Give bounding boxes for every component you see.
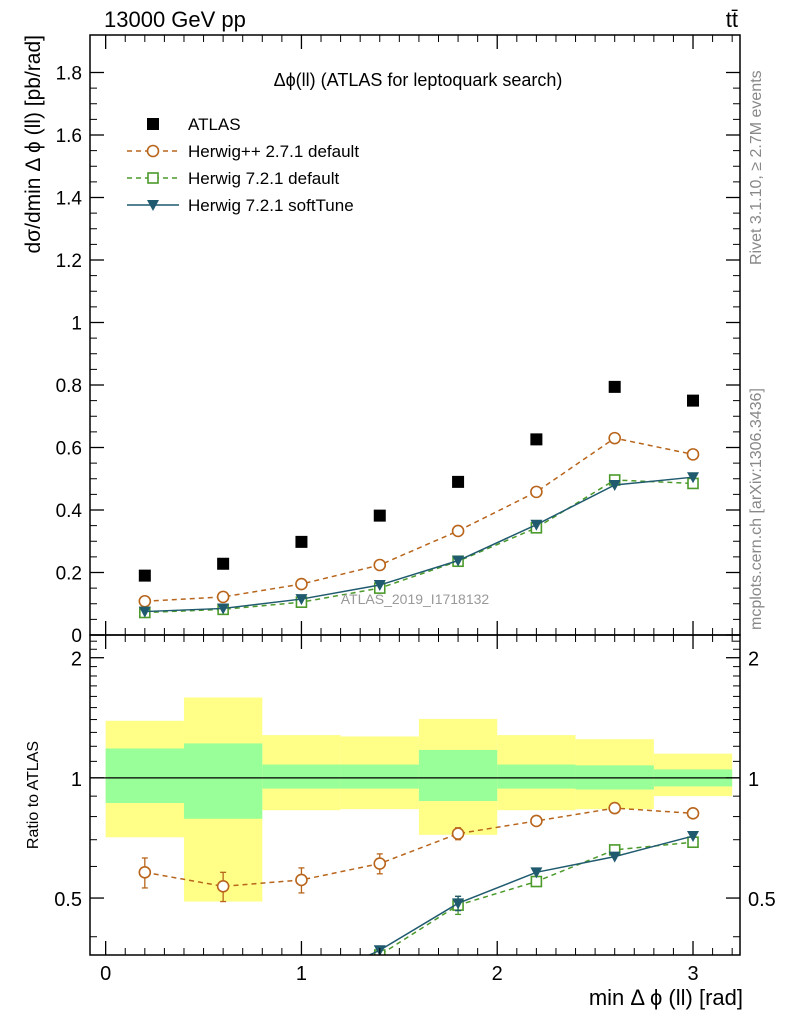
legend-marker [147,172,159,184]
mcplots-side-label: mcplots.cern.ch [arXiv:1306.3436] [748,388,765,630]
point-atlas [373,509,386,522]
ratio-y-axis-label: Ratio to ATLAS [25,741,42,849]
y-tick-label: 1.2 [56,251,82,272]
point-herwig-2-7-1-default [138,594,152,608]
y-tick-label: 1 [71,314,82,335]
header-left-label: 13000 GeV pp [104,7,246,32]
legend-entry-herwig-7-2-1-softtune: Herwig 7.2.1 softTune [127,196,354,215]
series-line-herwig-7-2-1-default [144,479,694,614]
y-tick-label: 0.8 [56,376,82,397]
ratio-y-tick-label-right: 0.5 [748,889,776,911]
x-tick-label: 2 [492,963,503,985]
ratio-point-herwig-7-2-1-softtune [452,898,465,910]
point-herwig-2-7-1-default [216,590,230,604]
legend-label: Herwig 7.2.1 default [188,169,339,188]
legend-entry-herwig-7-2-1-default: Herwig 7.2.1 default [127,169,339,188]
x-tick-label: 1 [296,963,307,985]
y-tick-label: 0 [71,626,82,647]
stat-uncertainty-band [262,764,341,789]
point-herwig-2-7-1-default [451,524,465,538]
header-right-label: tt̄ [726,7,738,32]
stat-uncertainty-band [183,743,263,819]
point-atlas [138,569,151,582]
ratio-y-tick-label: 1 [71,769,82,791]
ratio-line-herwig-7-2-1-softtune [367,835,694,955]
ratio-y-tick-label-right: 2 [748,649,759,671]
y-tick-label: 0.4 [56,501,83,522]
stat-uncertainty-band [105,748,184,804]
point-atlas [530,433,543,446]
ratio-point-herwig-2-7-1-default [686,807,700,820]
ratio-point-herwig-7-2-1-default [218,982,228,992]
y-tick-label: 1.8 [56,64,82,85]
stat-uncertainty-band [497,764,576,789]
legend-entry-atlas: ATLAS [147,115,241,134]
point-atlas [452,475,465,488]
series-line-herwig-2-7-1-default [144,437,694,602]
ratio-point-herwig-7-2-1-softtune [687,831,700,843]
y-tick-label: 0.6 [56,439,82,460]
ratio-y-tick-label: 0.5 [54,889,82,911]
ratio-point-herwig-7-2-1-softtune [217,982,229,993]
rivet-side-label: Rivet 3.1.10, ≥ 2.7M events [748,70,765,265]
point-atlas [687,394,700,407]
point-herwig-2-7-1-default [373,558,387,572]
ratio-point-herwig-7-2-1-softtune [608,851,621,863]
point-herwig-2-7-1-default [686,448,700,461]
x-tick-label: 0 [100,963,111,985]
legend-label: Herwig++ 2.7.1 default [188,142,359,161]
point-atlas [217,557,230,570]
legend-marker [147,118,159,130]
ratio-point-herwig-7-2-1-softtune [139,982,151,993]
point-atlas [608,380,621,393]
watermark-label: ATLAS_2019_I1718132 [341,591,490,607]
legend-entry-herwig-2-7-1-default: Herwig++ 2.7.1 default [127,142,359,161]
point-herwig-7-2-1-softtune [608,480,621,491]
y-tick-label: 1.6 [56,126,82,147]
x-tick-label: 3 [687,963,698,985]
y-tick-label: 0.2 [56,564,82,585]
ratio-point-herwig-2-7-1-default [451,827,465,840]
point-herwig-2-7-1-default [608,431,621,445]
ratio-point-herwig-2-7-1-default [530,814,543,828]
main-panel: 0 0.2 0.4 0.6 0.8 1 1.2 1.4 1.6 1.8 Δϕ(ll) (ATLAS… [22,34,741,647]
point-herwig-7-2-1-softtune [217,603,230,615]
point-herwig-7-2-1-softtune [295,594,308,606]
point-herwig-7-2-1-softtune [138,606,151,618]
point-herwig-2-7-1-default [295,577,308,591]
ratio-y-tick-label-right: 1 [748,769,759,791]
ratio-frame [89,634,741,956]
ratio-y-tick-label: 2 [71,649,82,671]
ratio-point-herwig-2-7-1-default [216,880,230,893]
ratio-point-herwig-7-2-1-default [140,982,150,992]
ratio-line-herwig-2-7-1-default [144,807,694,888]
ratio-line-herwig-7-2-1-default [377,841,694,955]
point-herwig-2-7-1-default [530,485,543,499]
point-atlas [295,535,308,548]
point-herwig-7-2-1-softtune [373,580,386,591]
legend-marker [146,144,160,158]
legend-label: ATLAS [188,115,241,134]
point-herwig-7-2-1-softtune [452,555,465,567]
point-herwig-7-2-1-softtune [530,519,543,531]
ratio-point-herwig-7-2-1-softtune [530,867,543,879]
legend: ATLAS Herwig++ 2.7.1 default Herwig 7.2.1 … [127,115,359,215]
ratio-point-herwig-2-7-1-default [138,866,152,879]
ratio-panel: 0.5 0.5 1 1 2 2 0 1 2 3 Ratio to ATLAS min Δ ϕ (… [25,35,776,1010]
main-y-axis-label: dσ/dmin Δ ϕ (ll) [pb/rad] [22,35,45,254]
stat-uncertainty-band [418,749,498,802]
ratio-point-herwig-2-7-1-default [608,801,621,815]
legend-label: Herwig 7.2.1 softTune [188,196,354,215]
y-tick-label: 1.4 [56,189,83,210]
ratio-point-herwig-2-7-1-default [295,873,308,887]
ratio-point-herwig-2-7-1-default [373,857,387,870]
series-line-herwig-7-2-1-softtune [144,476,694,613]
point-herwig-7-2-1-softtune [687,472,700,484]
x-axis-label: min Δ ϕ (ll) [rad] [589,985,743,1010]
legend-marker [147,200,159,211]
main-title: Δϕ(ll) (ATLAS for leptoquark search) [274,70,563,90]
stat-uncertainty-band [340,764,419,789]
